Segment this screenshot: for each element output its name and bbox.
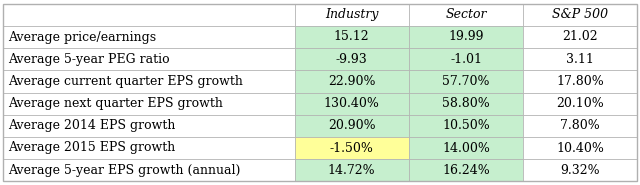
Bar [294, 26, 409, 48]
Bar [523, 48, 637, 70]
Bar [523, 4, 637, 26]
Text: 14.00%: 14.00% [442, 142, 490, 154]
Text: Average next quarter EPS growth: Average next quarter EPS growth [8, 97, 223, 110]
Bar [3, 48, 294, 70]
Bar [3, 92, 294, 115]
Bar [409, 4, 523, 26]
Text: -1.50%: -1.50% [330, 142, 374, 154]
Text: 22.90%: 22.90% [328, 75, 376, 88]
Text: Industry: Industry [325, 8, 378, 21]
Text: 58.80%: 58.80% [442, 97, 490, 110]
Text: Average current quarter EPS growth: Average current quarter EPS growth [8, 75, 243, 88]
Bar [294, 115, 409, 137]
Bar [409, 115, 523, 137]
Text: -1.01: -1.01 [450, 53, 482, 66]
Bar [409, 159, 523, 181]
Bar [523, 159, 637, 181]
Bar [294, 70, 409, 92]
Text: Sector: Sector [445, 8, 487, 21]
Text: Average 2015 EPS growth: Average 2015 EPS growth [8, 142, 175, 154]
Bar [409, 92, 523, 115]
Bar [294, 137, 409, 159]
Text: 21.02: 21.02 [563, 31, 598, 43]
Text: 15.12: 15.12 [334, 31, 369, 43]
Bar [3, 70, 294, 92]
Bar [409, 48, 523, 70]
Text: 10.50%: 10.50% [442, 119, 490, 132]
Bar [409, 137, 523, 159]
Bar [523, 137, 637, 159]
Text: S&P 500: S&P 500 [552, 8, 609, 21]
Bar [3, 115, 294, 137]
Bar [294, 92, 409, 115]
Bar [3, 4, 294, 26]
Text: 20.90%: 20.90% [328, 119, 376, 132]
Bar [523, 26, 637, 48]
Bar [523, 92, 637, 115]
Text: Average 5-year PEG ratio: Average 5-year PEG ratio [8, 53, 170, 66]
Text: 3.11: 3.11 [566, 53, 594, 66]
Text: 17.80%: 17.80% [556, 75, 604, 88]
Bar [294, 4, 409, 26]
Text: 7.80%: 7.80% [561, 119, 600, 132]
Text: 19.99: 19.99 [448, 31, 484, 43]
Bar [294, 48, 409, 70]
Text: 130.40%: 130.40% [324, 97, 380, 110]
Bar [523, 115, 637, 137]
Text: 14.72%: 14.72% [328, 164, 376, 177]
Text: 9.32%: 9.32% [561, 164, 600, 177]
Text: Average 5-year EPS growth (annual): Average 5-year EPS growth (annual) [8, 164, 240, 177]
Text: 57.70%: 57.70% [442, 75, 490, 88]
Bar [523, 70, 637, 92]
Bar [409, 26, 523, 48]
Bar [3, 26, 294, 48]
Text: Average 2014 EPS growth: Average 2014 EPS growth [8, 119, 175, 132]
Text: Average price/earnings: Average price/earnings [8, 31, 156, 43]
Text: 20.10%: 20.10% [556, 97, 604, 110]
Bar [294, 159, 409, 181]
Text: 10.40%: 10.40% [556, 142, 604, 154]
Bar [409, 70, 523, 92]
Text: -9.93: -9.93 [336, 53, 367, 66]
Text: 16.24%: 16.24% [442, 164, 490, 177]
Bar [3, 159, 294, 181]
Bar [3, 137, 294, 159]
